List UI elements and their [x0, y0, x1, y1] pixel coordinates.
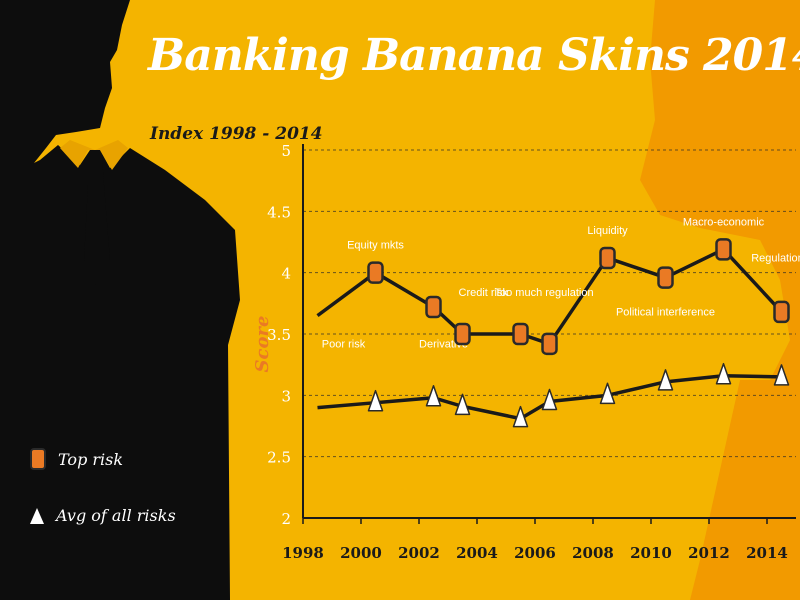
top-risk-marker — [541, 332, 558, 356]
shirt-collar — [60, 140, 128, 170]
legend-avg-label: Avg of all risks — [56, 506, 176, 525]
y-tick-label: 2 — [281, 510, 291, 528]
avg-risk-marker — [512, 405, 529, 428]
top-risk-marker — [599, 246, 616, 270]
y-tick-label: 3 — [281, 387, 291, 405]
top-risk-marker — [512, 322, 529, 346]
top-risk-marker — [773, 300, 790, 324]
y-tick-label: 3.5 — [267, 326, 291, 344]
legend-top-risk: Top risk — [30, 448, 123, 470]
avg-risk-marker — [773, 364, 790, 386]
data-label: Credit risk — [459, 287, 509, 299]
chart-subtitle: Index 1998 - 2014 — [150, 124, 323, 144]
legend-triangle-icon — [30, 507, 44, 524]
necktie — [84, 155, 110, 285]
x-tick-label: 1998 — [282, 544, 324, 562]
avg-risk-marker — [599, 382, 616, 405]
x-tick-label: 2006 — [514, 544, 556, 562]
top-risk-marker — [425, 295, 442, 319]
x-tick-label: 2002 — [398, 544, 440, 562]
x-tick-label: 2008 — [572, 544, 614, 562]
avg-risk-marker — [454, 393, 471, 416]
legend-avg: Avg of all risks — [30, 506, 176, 525]
legend-top-risk-label: Top risk — [58, 449, 124, 469]
x-tick-label: 2000 — [340, 544, 382, 562]
avg-risk-marker — [425, 385, 442, 407]
x-tick-label: 2014 — [746, 544, 788, 562]
top-risk-marker — [657, 266, 674, 289]
top-risk-marker — [454, 322, 471, 346]
y-tick-label: 4 — [281, 265, 291, 283]
avg-risk-marker — [367, 389, 384, 412]
avg-risk-marker — [541, 388, 558, 411]
data-label: Regulation — [751, 253, 800, 265]
top-risk-marker — [367, 261, 384, 284]
chart-title: Banking Banana Skins 2014 — [148, 30, 800, 81]
top-risk-line — [316, 247, 783, 346]
y-tick-label: 4.5 — [267, 203, 291, 221]
avg-risk-marker — [657, 369, 674, 391]
data-label: Equity mkts — [347, 240, 404, 252]
data-label: Macro-economic — [683, 216, 765, 228]
man-silhouette — [0, 0, 240, 600]
y-axis-label: Score — [252, 316, 273, 373]
data-label: Liquidity — [587, 225, 628, 237]
data-label: Too much regulation — [495, 287, 594, 299]
legend-square-icon — [30, 448, 46, 470]
x-tick-label: 2010 — [630, 544, 672, 562]
data-label: Political interference — [616, 307, 715, 319]
avg-risk-marker — [715, 362, 732, 385]
x-tick-label: 2004 — [456, 544, 498, 562]
data-label: Poor risk — [322, 338, 366, 350]
top-risk-marker — [715, 238, 732, 261]
avg-risk-line — [317, 373, 782, 421]
y-tick-label: 2.5 — [267, 449, 291, 467]
x-tick-label: 2012 — [688, 544, 730, 562]
y-tick-label: 5 — [281, 142, 291, 160]
